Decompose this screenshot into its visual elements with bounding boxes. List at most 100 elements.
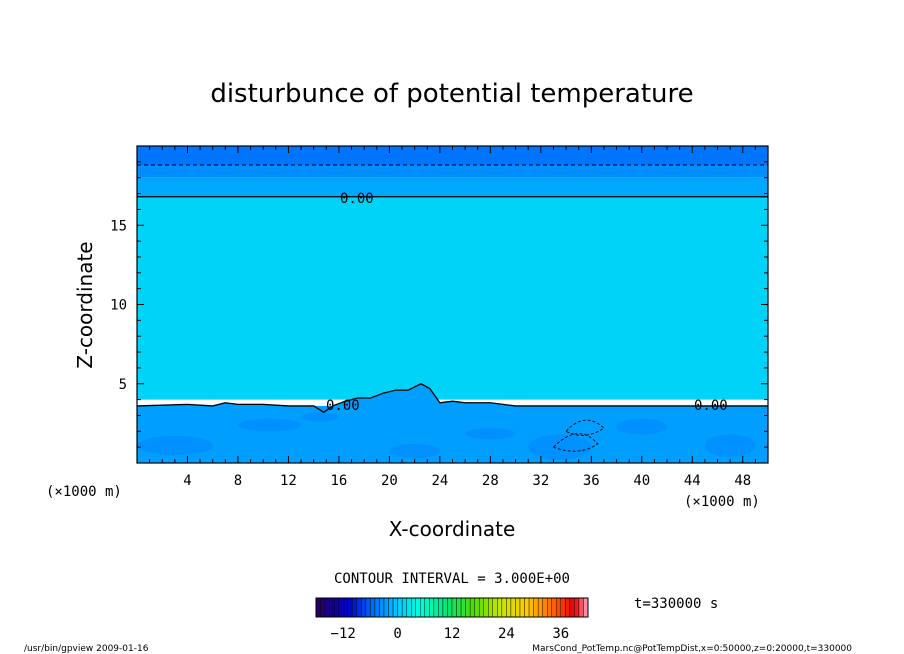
colorbar-cell [528,597,534,618]
color-band-lower [137,383,768,463]
x-tick-label: 40 [633,473,650,489]
y-tick-label: 10 [110,298,127,314]
colorbar-cell [483,597,489,618]
y-tick-label: 5 [119,377,127,393]
colorbar-cell [424,597,430,618]
plot-area [137,146,768,463]
color-bands [137,146,768,463]
colorbar-cell [488,597,493,618]
contour-label: 0.00 [326,398,360,414]
x-tick-label: 44 [684,473,701,489]
colorbar-cell [551,597,557,618]
colorbar-cell [433,597,439,618]
colorbar-cell [370,597,376,618]
colorbar-cell [338,597,344,618]
y-tick-labels: 5 10 15 [110,218,127,393]
y-tick-label: 15 [110,218,127,234]
lower-texture [137,412,756,460]
texture-patch [465,428,516,440]
colorbar-cell [447,597,453,618]
contour-label: 0.00 [340,191,374,207]
colorbar-cell [343,597,348,618]
colorbar-cell [474,597,480,618]
colorbar-cell [479,597,484,618]
x-tick-label: 24 [431,473,448,489]
colorbar-cell [460,597,466,618]
time-label: t=330000 s [634,596,718,612]
x-tick-label: 20 [381,473,398,489]
x-tick-label: 32 [532,473,549,489]
colorbar-cell [356,597,362,618]
texture-patch [389,443,440,459]
colorbar-cell [442,597,448,618]
colorbar-cell [497,597,503,618]
colorbar-cell [501,597,507,618]
footer-right: MarsCond_PotTemp.nc@PotTempDist,x=0:5000… [532,644,852,654]
axis-ticks [136,145,769,464]
colorbar-cell [578,597,584,618]
color-band [137,165,768,178]
colorbar-cell [438,597,444,618]
colorbar-tick-label: 24 [498,626,515,642]
dashed-contour-blob [553,433,599,452]
colorbar-cell [556,597,561,618]
negative-contour-blobs [553,419,605,452]
colorbar-cell [574,597,580,618]
texture-patch [137,436,213,456]
x-tick-label: 8 [234,473,242,489]
colorbar-cell [415,597,421,618]
x-tick-label: 4 [183,473,191,489]
colorbar-cell [547,597,552,618]
x-tick-labels: 4 8 12 16 20 24 28 32 36 40 44 48 [183,473,751,489]
colorbar-cell [347,597,353,618]
colorbar-cell [519,597,525,618]
x-unit-label: (×1000 m) [684,494,760,510]
y-unit-label: (×1000 m) [46,484,122,500]
colorbar-cell [401,597,407,618]
texture-patch [704,434,756,457]
colorbar-cell [542,597,548,618]
x-tick-label: 48 [734,473,751,489]
colorbar-cell [451,597,457,618]
colorbar-cell [411,597,416,618]
x-tick-label: 16 [330,473,347,489]
color-band [137,196,768,400]
colorbar-cell [329,597,335,618]
colorbar-cell [374,597,380,618]
colorbar-cell [456,597,462,618]
colorbar-cell [397,597,403,618]
colorbar-cell [352,597,357,618]
colorbar-cell [469,597,475,618]
colorbar-cell [361,597,367,618]
colorbar-cell [379,597,385,618]
colorbar-cell [515,597,521,618]
texture-patch [301,412,339,422]
colorbar-cell [333,597,339,618]
colorbar-tick-labels: −12 0 12 24 36 [331,626,570,642]
contour-interval-label: CONTOUR INTERVAL = 3.000E+00 [334,571,570,587]
colorbar-tick-label: 36 [552,626,569,642]
colorbar-cell [429,597,435,618]
colorbar [315,597,589,618]
texture-patch [528,434,592,460]
colorbar-cell [560,597,566,618]
colorbar-cell [420,597,425,618]
chart-title: disturbunce of potential temperature [210,79,693,109]
footer-left: /usr/bin/gpview 2009-01-16 [24,644,149,654]
colorbar-frame [315,597,589,618]
contour-labels: 0.00 0.00 0.00 [326,191,728,414]
colorbar-cell [324,597,330,618]
colorbar-cell [492,597,498,618]
texture-patch [237,418,302,432]
x-tick-label: 28 [482,473,499,489]
color-band [137,177,768,197]
colorbar-tick-label: 0 [393,626,401,642]
colorbar-cell [524,597,530,618]
colorbar-tick-label: 12 [444,626,461,642]
colorbar-cell [320,597,326,618]
colorbar-cell [583,597,589,618]
colorbar-cell [315,597,321,618]
colorbar-cell [565,597,571,618]
x-tick-label: 12 [280,473,297,489]
